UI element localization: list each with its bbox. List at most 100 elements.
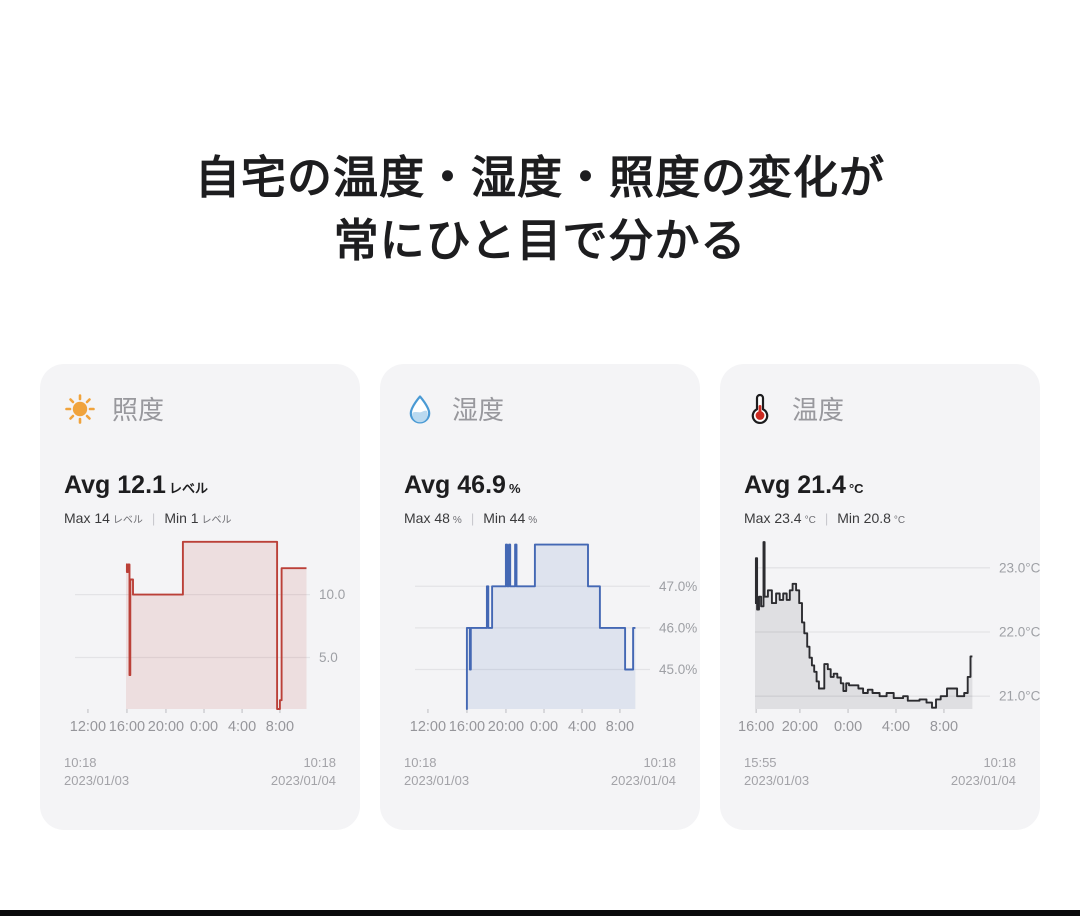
svg-text:16:00: 16:00 — [738, 719, 774, 735]
droplet-icon — [404, 393, 436, 425]
svg-text:4:00: 4:00 — [228, 719, 256, 735]
separator: | — [151, 511, 156, 526]
range-start-time: 10:18 — [64, 755, 97, 770]
avg-value: 21.4 — [797, 471, 846, 499]
svg-text:8:00: 8:00 — [930, 719, 958, 735]
max-value: Max 14 — [64, 510, 110, 526]
range-end-time: 10:18 — [983, 755, 1016, 770]
max-unit: レベル — [112, 515, 143, 526]
range-end-time: 10:18 — [303, 755, 336, 770]
page-title-line1: 自宅の温度・湿度・照度の変化が — [194, 152, 885, 203]
chart-time-range: 15:55 2023/01/03 10:18 2023/01/04 — [744, 754, 1016, 790]
svg-text:46.0%: 46.0% — [659, 620, 697, 635]
bottom-divider-bar — [0, 910, 1080, 916]
max-unit: % — [452, 515, 462, 526]
max-unit: °C — [804, 515, 816, 526]
chart-time-range: 10:18 2023/01/03 10:18 2023/01/04 — [404, 754, 676, 790]
range-end-time: 10:18 — [643, 755, 676, 770]
card-stats: Avg 46.9% Max 48% | Min 44% — [380, 471, 700, 526]
range-start-date: 2023/01/03 — [404, 773, 470, 788]
min-value: Min 20.8 — [837, 510, 891, 526]
svg-text:21.0°C: 21.0°C — [999, 689, 1040, 704]
range-end: 10:18 2023/01/04 — [611, 754, 676, 790]
separator: | — [824, 511, 829, 526]
svg-text:20:00: 20:00 — [488, 719, 524, 735]
avg-label: Avg — [404, 471, 451, 499]
chart-time-range: 10:18 2023/01/03 10:18 2023/01/04 — [64, 754, 336, 790]
range-start: 10:18 2023/01/03 — [404, 754, 469, 790]
range-start-date: 2023/01/03 — [744, 773, 810, 788]
humidity-chart: 47.0% 46.0% 45.0% 12:00 16:00 20:00 0:00 4:00 8:… — [380, 522, 700, 740]
sun-icon — [64, 393, 96, 425]
temperature-chart: 23.0°C 22.0°C 21.0°C 16:00 20:00 0:00 4:00 8:00 — [720, 522, 1041, 740]
range-start: 10:18 2023/01/03 — [64, 754, 129, 790]
max-value: Max 23.4 — [744, 510, 802, 526]
svg-text:0:00: 0:00 — [190, 719, 218, 735]
range-end: 10:18 2023/01/04 — [271, 754, 336, 790]
svg-text:16:00: 16:00 — [449, 719, 485, 735]
svg-text:47.0%: 47.0% — [659, 579, 697, 594]
svg-text:0:00: 0:00 — [530, 719, 558, 735]
min-unit: °C — [893, 515, 906, 526]
avg-reading: Avg 21.4 °C — [744, 471, 1016, 503]
min-unit: レベル — [201, 515, 232, 526]
max-value: Max 48 — [404, 510, 450, 526]
avg-unit: % — [508, 481, 521, 496]
avg-label: Avg — [744, 471, 791, 499]
minmax-reading: Max 48% | Min 44% — [404, 510, 676, 526]
avg-unit: レベル — [168, 481, 208, 496]
svg-text:4:00: 4:00 — [882, 719, 910, 735]
min-value: Min 44 — [483, 510, 526, 526]
min-value: Min 1 — [164, 510, 199, 526]
range-start: 15:55 2023/01/03 — [744, 754, 809, 790]
avg-unit: °C — [848, 481, 864, 496]
thermometer-icon — [744, 393, 776, 425]
separator: | — [470, 511, 475, 526]
svg-text:22.0°C: 22.0°C — [999, 624, 1040, 639]
range-end-date: 2023/01/04 — [270, 773, 336, 788]
illuminance-card: 照度 Avg 12.1 レベル Max 14 レベル | Min 1 レベル 10.0… — [40, 364, 360, 830]
svg-text:16:00: 16:00 — [109, 719, 145, 735]
svg-text:12:00: 12:00 — [70, 719, 106, 735]
svg-text:23.0°C: 23.0°C — [999, 560, 1040, 575]
sensor-cards-row: 照度 Avg 12.1 レベル Max 14 レベル | Min 1 レベル 10.0… — [40, 364, 1041, 830]
page-title: 自宅の温度・湿度・照度の変化が 常にひと目で分かる — [0, 146, 1080, 272]
svg-text:20:00: 20:00 — [148, 719, 184, 735]
min-unit: % — [528, 515, 538, 526]
svg-text:0:00: 0:00 — [834, 719, 862, 735]
range-start-time: 10:18 — [404, 755, 437, 770]
avg-value: 12.1 — [117, 471, 166, 499]
range-end: 10:18 2023/01/04 — [951, 754, 1016, 790]
range-start-date: 2023/01/03 — [64, 773, 130, 788]
svg-text:5.0: 5.0 — [319, 650, 338, 665]
svg-text:8:00: 8:00 — [606, 719, 634, 735]
card-label: 照度 — [112, 395, 165, 425]
svg-text:12:00: 12:00 — [410, 719, 446, 735]
card-stats: Avg 21.4 °C Max 23.4 °C | Min 20.8 °C — [720, 471, 1040, 526]
avg-value: 46.9 — [457, 471, 506, 499]
card-header: 温度 — [720, 364, 1040, 427]
minmax-reading: Max 23.4 °C | Min 20.8 °C — [744, 510, 1016, 526]
range-end-date: 2023/01/04 — [950, 773, 1016, 788]
avg-reading: Avg 46.9% — [404, 471, 676, 503]
temperature-card: 温度 Avg 21.4 °C Max 23.4 °C | Min 20.8 °C 23… — [720, 364, 1041, 830]
card-header: 湿度 — [380, 364, 700, 427]
avg-label: Avg — [64, 471, 111, 499]
card-label: 温度 — [792, 395, 845, 425]
avg-reading: Avg 12.1 レベル — [64, 471, 336, 503]
svg-text:45.0%: 45.0% — [659, 662, 697, 677]
svg-text:20:00: 20:00 — [782, 719, 818, 735]
humidity-card: 湿度 Avg 46.9% Max 48% | Min 44% 47.0% 46.0… — [380, 364, 700, 830]
svg-text:10.0: 10.0 — [319, 587, 345, 602]
range-start-time: 15:55 — [744, 755, 777, 770]
svg-text:8:00: 8:00 — [266, 719, 294, 735]
minmax-reading: Max 14 レベル | Min 1 レベル — [64, 510, 336, 526]
card-label: 湿度 — [452, 395, 505, 425]
page-title-line2: 常にひと目で分かる — [333, 215, 747, 266]
range-end-date: 2023/01/04 — [610, 773, 676, 788]
illuminance-chart: 10.0 5.0 12:00 16:00 20:00 0:00 4:00 8:00 — [40, 522, 360, 740]
svg-text:4:00: 4:00 — [568, 719, 596, 735]
card-header: 照度 — [40, 364, 360, 427]
card-stats: Avg 12.1 レベル Max 14 レベル | Min 1 レベル — [40, 471, 360, 526]
